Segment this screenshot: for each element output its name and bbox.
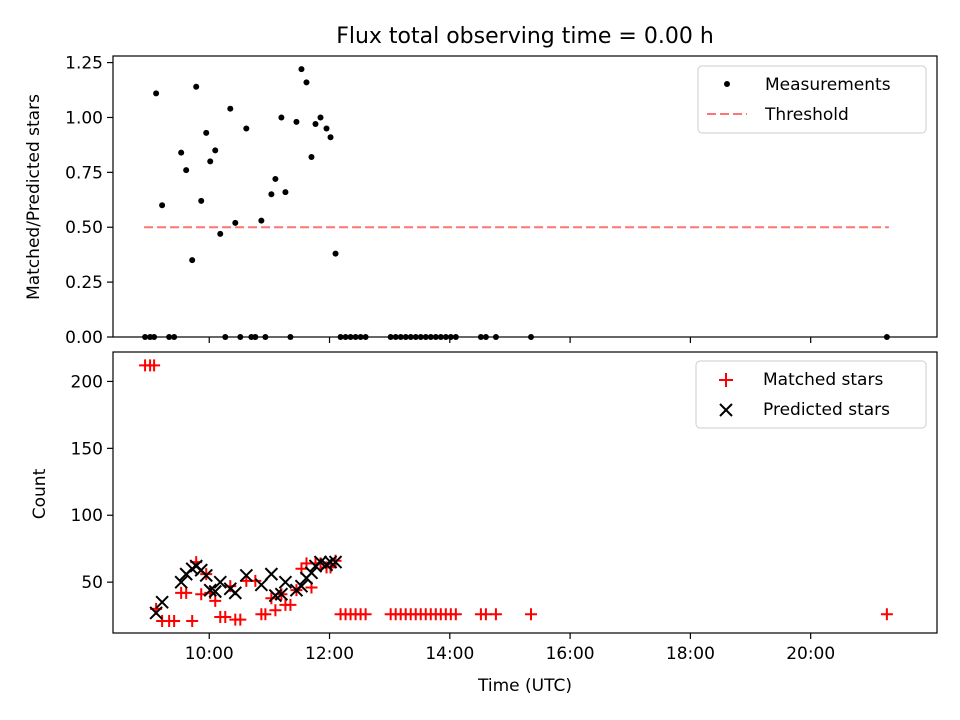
predicted-star-point xyxy=(155,595,169,609)
top-axes-frame xyxy=(112,55,938,338)
x-tick-label: 16:00 xyxy=(546,644,595,664)
predicted-star-point xyxy=(213,575,227,589)
measurement-point xyxy=(278,114,285,121)
top-y-tick-label: 0.00 xyxy=(65,328,103,348)
top-legend-box xyxy=(697,65,927,134)
matched-star-point xyxy=(259,608,272,621)
matched-star-point xyxy=(168,614,181,627)
bottom-legend-box xyxy=(695,360,927,429)
measurement-point xyxy=(317,114,324,121)
predicted-star-point xyxy=(254,578,269,592)
measurement-point xyxy=(198,197,205,204)
measurement-point xyxy=(189,257,196,264)
predicted-star-point xyxy=(294,579,309,593)
measurement-point xyxy=(178,149,185,156)
measurement-point xyxy=(327,134,334,141)
legend-marker-matched xyxy=(719,373,733,387)
matched-star-point xyxy=(479,608,492,621)
measurement-point xyxy=(159,202,166,209)
matched-star-point xyxy=(359,608,372,621)
measurement-point xyxy=(312,121,319,128)
predicted-star-point xyxy=(278,575,293,589)
matched-star-point xyxy=(284,598,297,611)
predicted-star-point xyxy=(149,606,163,620)
predicted-star-point xyxy=(228,586,243,600)
top-y-axis-label: Matched/Predicted stars xyxy=(24,94,44,300)
matched-star-point xyxy=(180,586,193,599)
predicted-star-point xyxy=(264,567,279,581)
measurement-point xyxy=(282,189,289,196)
predicted-star-point xyxy=(203,583,217,597)
measurement-point xyxy=(207,158,214,165)
measurement-point xyxy=(258,217,265,224)
x-axis-label: Time (UTC) xyxy=(477,676,572,696)
measurement-point xyxy=(303,79,310,86)
measurement-point xyxy=(308,153,315,160)
legend-marker-predicted xyxy=(719,403,733,417)
measurement-point xyxy=(243,125,250,132)
top-plot: 0.00 0.25 0.50 0.75 1.00 1.25 Matched/Predict… xyxy=(24,54,938,348)
measurement-point xyxy=(227,105,234,112)
matched-star-point xyxy=(525,608,538,621)
top-y-tick-label: 1.25 xyxy=(65,54,103,74)
legend-marker-measurements xyxy=(724,81,730,87)
matched-star-point xyxy=(880,608,893,621)
measurement-point xyxy=(332,250,339,257)
x-tick-label: 10:00 xyxy=(185,644,234,664)
matched-star-point xyxy=(219,610,232,623)
measurement-point xyxy=(153,90,160,97)
measurement-point xyxy=(203,129,210,136)
predicted-star-point xyxy=(208,584,222,599)
chart-title: Flux total observing time = 0.00 h xyxy=(336,24,714,49)
top-y-tick-label: 0.75 xyxy=(65,163,103,183)
predicted-star-point xyxy=(239,568,254,583)
measurement-point xyxy=(293,118,300,125)
matched-star-point xyxy=(269,604,282,617)
top-y-tick-label: 0.50 xyxy=(65,218,103,238)
legend-label-measurements: Measurements xyxy=(765,75,891,95)
x-tick-label: 18:00 xyxy=(666,644,715,664)
bottom-legend: Matched stars Predicted stars xyxy=(695,360,927,429)
predicted-star-point xyxy=(323,555,338,569)
matched-star-point xyxy=(489,608,502,621)
measurement-point xyxy=(183,167,190,174)
matched-star-point xyxy=(186,614,199,627)
x-tick-label: 14:00 xyxy=(425,644,474,664)
measurement-point xyxy=(323,125,330,132)
measurement-point xyxy=(268,191,275,198)
bottom-y-tick-label: 50 xyxy=(81,573,103,593)
matched-star-point xyxy=(234,613,247,626)
top-y-tick-label: 1.00 xyxy=(65,108,103,128)
matched-star-point xyxy=(209,594,222,607)
legend-label-matched: Matched stars xyxy=(763,370,883,390)
legend-label-predicted: Predicted stars xyxy=(763,400,890,420)
matched-star-point xyxy=(449,608,462,621)
legend-label-threshold: Threshold xyxy=(764,105,849,125)
predicted-star-point xyxy=(274,587,289,601)
predicted-star-point xyxy=(328,555,343,569)
bottom-y-tick-label: 100 xyxy=(71,506,103,526)
predicted-star-point xyxy=(304,566,319,580)
measurement-point xyxy=(193,83,200,90)
measurement-point xyxy=(298,66,305,73)
x-tick-label: 20:00 xyxy=(786,644,835,664)
top-legend: Measurements Threshold xyxy=(697,65,927,134)
top-y-tick-label: 0.25 xyxy=(65,273,103,293)
bottom-plot: 50 100 150 200 10:00 12:00 14:00 16:00 18:00 20:0… xyxy=(30,351,938,696)
predicted-star-point xyxy=(199,568,213,583)
measurement-point xyxy=(272,175,279,182)
measurement-point xyxy=(232,219,239,226)
predicted-star-point xyxy=(174,575,188,589)
matched-star-point xyxy=(148,359,161,372)
measurement-point xyxy=(217,230,224,237)
bottom-y-axis-label: Count xyxy=(30,468,50,519)
bottom-y-tick-label: 200 xyxy=(71,372,103,392)
bottom-y-tick-label: 150 xyxy=(71,439,103,459)
x-tick-label: 12:00 xyxy=(305,644,354,664)
bottom-axes-frame xyxy=(112,351,938,634)
measurement-point xyxy=(212,147,219,154)
